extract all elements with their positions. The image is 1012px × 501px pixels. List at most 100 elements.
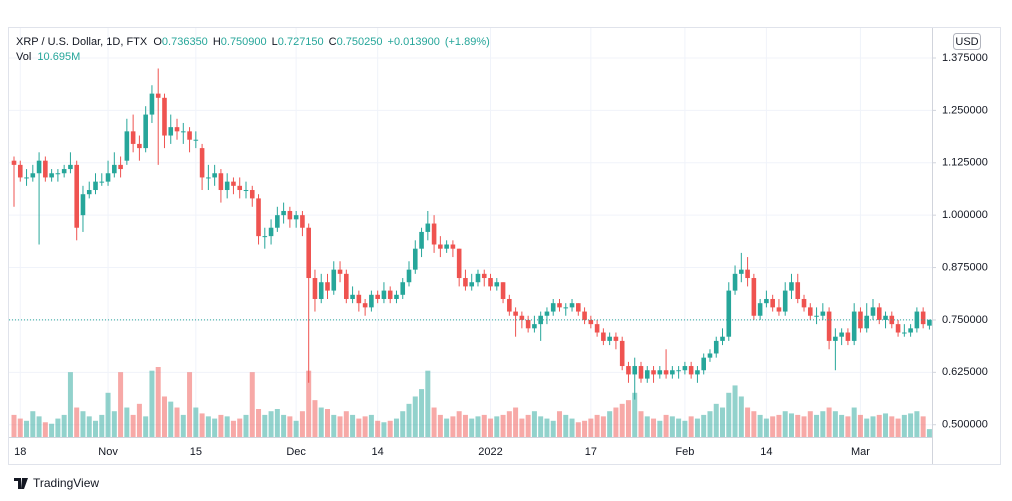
candle-body: [557, 303, 562, 308]
candle-body: [350, 294, 355, 299]
volume-bar: [230, 420, 236, 437]
y-tick-label: 1.000000: [942, 209, 988, 221]
candle-body: [519, 315, 525, 320]
volume-bar: [24, 420, 30, 437]
volume-bar: [199, 413, 205, 437]
volume-bar: [538, 416, 544, 437]
candle-body: [870, 307, 876, 316]
candle-body: [902, 332, 907, 334]
candle-body: [657, 370, 663, 375]
candle-body: [927, 319, 932, 326]
candle-body: [74, 164, 79, 228]
candle-body: [720, 336, 725, 341]
candle-body: [306, 227, 311, 279]
volume-bar: [431, 407, 437, 437]
volume-bar: [738, 396, 744, 437]
volume-bar: [437, 414, 443, 437]
candle-body: [594, 324, 600, 333]
volume-bar: [870, 416, 876, 437]
volume-bar: [42, 422, 48, 437]
x-tick-label: Nov: [98, 446, 118, 458]
y-tick-label: 0.750000: [942, 314, 988, 326]
candle-body: [180, 131, 186, 133]
volume-value: 10.695M: [37, 51, 81, 63]
candle-body: [626, 366, 631, 375]
candle-body: [137, 143, 142, 149]
volume-bar: [701, 414, 707, 437]
volume-bar: [519, 418, 525, 437]
volume-bar: [494, 416, 500, 437]
volume-bar: [143, 416, 149, 437]
candle-body: [168, 127, 174, 136]
volume-bar: [469, 418, 475, 437]
candle-body: [30, 173, 36, 178]
candle-body: [864, 315, 870, 329]
candle-body: [845, 332, 851, 341]
candle-body: [143, 114, 148, 149]
volume-bar: [481, 414, 487, 437]
volume-bar: [281, 414, 287, 437]
x-tick-label: 14: [372, 446, 384, 458]
candle-body: [444, 244, 449, 249]
volume-bar: [757, 414, 763, 437]
x-tick-label: Mar: [851, 446, 870, 458]
volume-bar: [826, 407, 832, 437]
volume-bar: [168, 401, 174, 437]
candle-body: [814, 315, 819, 317]
volume-bar: [55, 418, 61, 437]
volume-bar: [651, 418, 657, 437]
candle-body: [68, 164, 73, 170]
candle-body: [55, 173, 61, 175]
candle-body: [344, 273, 349, 299]
grid: [9, 28, 932, 437]
volume-bar: [67, 372, 73, 437]
candle-body: [24, 177, 29, 179]
candle-body: [481, 273, 487, 279]
candle-body: [914, 311, 920, 329]
candle-body: [369, 294, 374, 308]
y-tick-label: 0.500000: [942, 419, 988, 431]
candle-body: [876, 307, 882, 320]
volume-bar: [299, 411, 305, 437]
volume-bar: [851, 407, 857, 437]
candle-body: [851, 311, 857, 341]
volume-bar: [17, 418, 23, 437]
currency-button[interactable]: [953, 33, 981, 50]
volume-bar: [268, 411, 274, 437]
volume-bar: [632, 392, 638, 437]
volume-bar: [563, 414, 569, 437]
volume-bar: [594, 414, 600, 437]
candle-body: [688, 366, 694, 375]
candle-body: [231, 181, 236, 186]
volume-bar: [462, 414, 468, 437]
candle-body: [745, 269, 750, 279]
candle-body: [49, 173, 54, 178]
logo: [14, 478, 28, 489]
candle-body: [419, 231, 424, 249]
candle-body: [312, 278, 318, 299]
volume-bar: [707, 411, 713, 437]
volume-bar: [525, 414, 531, 437]
volume-bar: [506, 411, 512, 437]
volume-bar: [807, 411, 813, 437]
candle-body: [820, 311, 826, 316]
volume-bar: [763, 418, 769, 437]
candle-body: [199, 148, 205, 178]
candle-body: [86, 190, 92, 195]
volume-bar: [419, 389, 425, 437]
field-label: L: [271, 36, 278, 48]
candle-body: [550, 303, 556, 312]
volume-bar: [550, 420, 556, 437]
volume-bar: [682, 420, 688, 437]
volume-bar: [49, 423, 55, 437]
volume-bar: [325, 409, 330, 437]
candle-body: [130, 131, 136, 144]
field-value: 0.750900: [220, 36, 267, 48]
volume-bar: [274, 409, 280, 437]
volume-bar: [513, 407, 519, 437]
volume-bar: [883, 413, 889, 437]
candle-body: [325, 282, 330, 291]
volume-bar: [613, 407, 619, 437]
volume-bar: [180, 414, 186, 437]
volume-bar: [895, 418, 901, 437]
